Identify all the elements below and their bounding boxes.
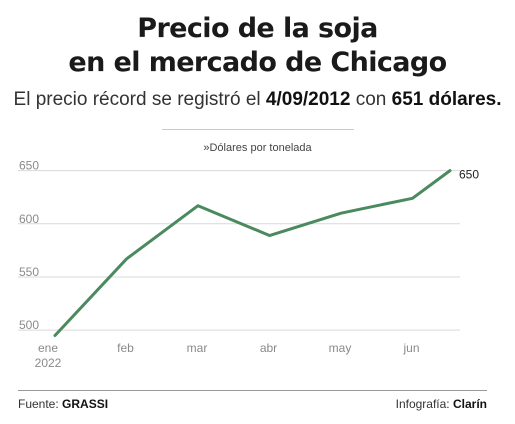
x-tick-label-feb: feb bbox=[117, 341, 134, 355]
chart-subtitle: El precio récord se registró el 4/09/201… bbox=[0, 87, 515, 113]
top-divider bbox=[162, 129, 354, 130]
x-tick-label-may: may bbox=[329, 341, 352, 355]
y-tick-label-500: 500 bbox=[19, 318, 39, 332]
footer-credit-label: Infografía: bbox=[395, 397, 453, 411]
series-line bbox=[53, 169, 452, 337]
x-tick-label-jun: jun bbox=[402, 341, 419, 355]
footer-credit-value: Clarín bbox=[452, 397, 487, 411]
subtitle-date: 4/09/2012 bbox=[265, 89, 351, 110]
y-tick-label-650: 650 bbox=[19, 159, 39, 173]
subtitle-middle: con bbox=[350, 89, 392, 110]
chart-title-line-2: en el mercado de Chicago bbox=[68, 47, 447, 78]
chart-title-line-1: Precio de la soja bbox=[137, 13, 378, 44]
footer-source-value: GRASSI bbox=[62, 397, 109, 411]
x-tick-label-ene: ene bbox=[38, 341, 58, 355]
subtitle-prefix: El precio récord se registró el bbox=[13, 89, 266, 110]
x-tick-label-abr: abr bbox=[260, 341, 277, 355]
footer-credit: Infografía: Clarín bbox=[396, 397, 487, 411]
footer-source: Fuente: GRASSI bbox=[18, 397, 108, 411]
footer-divider bbox=[18, 390, 487, 391]
footer-source-label: Fuente: bbox=[18, 397, 63, 411]
y-tick-label-600: 600 bbox=[19, 212, 39, 226]
end-value-label: 650 bbox=[459, 168, 479, 182]
subtitle-amount: 651 dólares. bbox=[391, 89, 502, 110]
x-tick-label-mar: mar bbox=[187, 341, 208, 355]
x-year-label: 2022 bbox=[35, 356, 62, 370]
y-tick-label-550: 550 bbox=[19, 265, 39, 279]
unit-label: »Dólares por tonelada bbox=[203, 142, 312, 154]
